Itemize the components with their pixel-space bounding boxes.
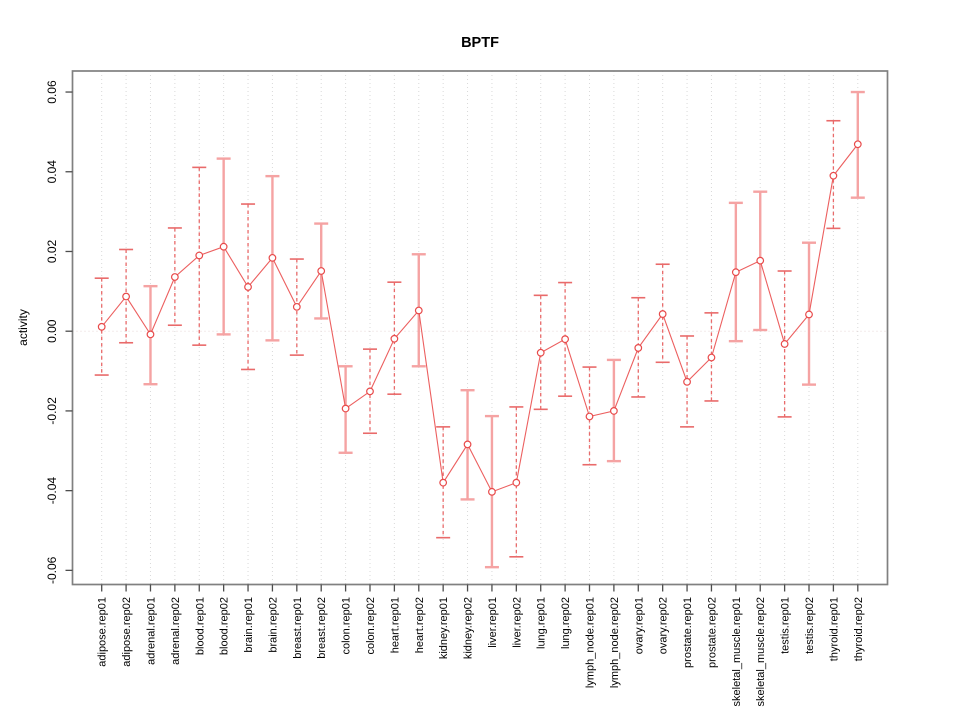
plot-border: [71, 70, 889, 586]
data-point: [707, 353, 716, 362]
chart-title: BPTF: [461, 35, 499, 51]
series-line: [101, 143, 859, 493]
data-point: [390, 334, 399, 343]
x-tick-label: kidney.rep02: [463, 597, 475, 659]
y-tick-label: 0.06: [45, 80, 59, 104]
data-point: [780, 340, 789, 348]
plot-area: -0.06 -0.04 -0.02 0.00 0.02 0.04 0.06 adipose.r…: [45, 70, 889, 706]
x-tick-label: breast.rep02: [316, 597, 328, 659]
x-tick-label: adipose.rep01: [97, 597, 109, 667]
data-point: [683, 377, 691, 386]
data-point: [609, 407, 618, 415]
data-point: [97, 322, 106, 331]
x-tick-label: blood.rep02: [219, 597, 231, 655]
data-point: [561, 335, 570, 344]
x-tick-label: adrenal.rep02: [170, 597, 182, 665]
data-point: [268, 253, 277, 262]
data-point: [536, 348, 545, 357]
x-tick-label: heart.rep01: [389, 597, 401, 653]
x-tick-label: brain.rep01: [243, 597, 255, 653]
data-point: [366, 387, 374, 396]
x-tick-label: brain.rep02: [267, 597, 279, 653]
data-point: [731, 268, 740, 277]
y-tick-label: -0.06: [45, 556, 59, 584]
data-point: [658, 310, 667, 318]
y-axis-label: activity: [16, 309, 30, 346]
x-tick-label: prostate.rep01: [682, 597, 694, 668]
data-point: [805, 310, 813, 319]
data-point: [488, 487, 496, 496]
x-tick-label: thyroid.rep02: [853, 597, 865, 661]
data-point: [829, 171, 838, 180]
x-tick-label: heart.rep02: [414, 597, 426, 653]
x-tick-label: lymph_node.rep01: [585, 597, 597, 688]
data-point: [195, 251, 204, 260]
data-point: [512, 478, 521, 487]
data-point: [414, 306, 423, 315]
data-point: [585, 412, 594, 421]
x-tick-label: skeletal_muscle.rep01: [731, 597, 743, 706]
x-tick-label: lung.rep02: [560, 597, 572, 649]
x-tick-label: prostate.rep02: [706, 597, 718, 668]
y-tick-label: 0.00: [45, 319, 59, 343]
x-tick-label: thyroid.rep01: [828, 597, 840, 661]
x-tick-label: blood.rep01: [194, 597, 206, 655]
x-tick-label: colon.rep02: [365, 597, 377, 655]
data-point: [170, 273, 179, 281]
x-tick-label: skeletal_muscle.rep02: [755, 597, 767, 706]
data-point: [219, 242, 228, 251]
y-tick-label: -0.02: [45, 397, 59, 425]
data-point: [341, 404, 350, 413]
x-tick-label: breast.rep01: [292, 597, 304, 659]
y-tick-label: 0.02: [45, 239, 59, 263]
data-point: [756, 256, 765, 265]
x-tick-label: ovary.rep01: [633, 597, 645, 654]
data-point: [853, 140, 862, 149]
y-tick-label: -0.04: [45, 477, 59, 505]
y-tick-label: 0.04: [45, 160, 59, 184]
data-point: [463, 440, 472, 449]
data-point: [146, 330, 155, 339]
x-tick-label: adrenal.rep01: [145, 597, 157, 665]
x-tick-label: testis.rep01: [780, 597, 792, 654]
x-tick-label: lung.rep01: [536, 597, 548, 649]
data-point: [244, 283, 252, 291]
x-tick-label: colon.rep01: [341, 597, 353, 655]
x-tick-label: kidney.rep01: [438, 597, 450, 659]
x-tick-label: adipose.rep02: [121, 597, 133, 667]
data-point: [439, 478, 448, 487]
data-point: [634, 344, 643, 352]
data-point: [292, 302, 301, 311]
x-tick-label: lymph_node.rep02: [609, 597, 621, 688]
x-tick-label: liver.rep02: [511, 597, 523, 648]
data-point: [122, 292, 130, 301]
x-tick-label: testis.rep02: [804, 597, 816, 654]
x-tick-label: liver.rep01: [487, 597, 499, 648]
data-point: [317, 267, 326, 275]
x-tick-label: ovary.rep02: [658, 597, 670, 654]
